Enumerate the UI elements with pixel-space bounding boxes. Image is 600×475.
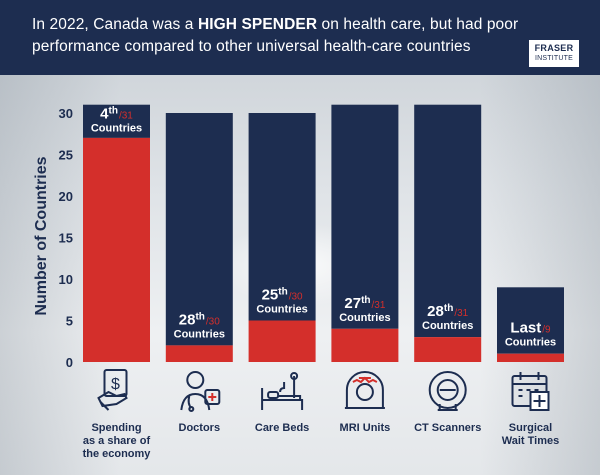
bar-canada bbox=[248, 320, 316, 362]
y-axis-label: Number of Countries bbox=[33, 156, 50, 315]
bar-total bbox=[331, 104, 399, 329]
headline-bold: HIGH SPENDER bbox=[197, 16, 318, 33]
rank-word: Countries bbox=[339, 312, 390, 324]
rank-word: Countries bbox=[505, 337, 556, 349]
bar-total bbox=[83, 104, 150, 138]
calendar-clock-icon bbox=[511, 372, 550, 411]
svg-text:$: $ bbox=[111, 376, 120, 393]
bar-total bbox=[248, 113, 316, 321]
logo-line2: INSTITUTE bbox=[535, 55, 573, 62]
y-tick-label: 15 bbox=[59, 231, 73, 246]
y-tick-label: 30 bbox=[59, 106, 73, 121]
rank-label: Last/9 bbox=[510, 320, 551, 337]
bar-total bbox=[497, 287, 564, 354]
rank-label: 28th/30 bbox=[179, 311, 220, 328]
ct-scanner-icon bbox=[428, 371, 467, 411]
y-tick-label: 20 bbox=[59, 189, 73, 204]
rank-label: 25th/30 bbox=[262, 287, 303, 304]
category-label: Care Beds bbox=[255, 422, 309, 434]
headline-part2: on health care, but had poor performance… bbox=[32, 16, 519, 55]
bar-canada bbox=[414, 337, 482, 362]
header-banner: In 2022, Canada was a HIGH SPENDER on he… bbox=[0, 0, 600, 75]
rank-word: Countries bbox=[422, 320, 473, 332]
y-tick-label: 0 bbox=[66, 355, 73, 370]
money-hand-icon: $ bbox=[97, 369, 128, 411]
doctor-icon bbox=[180, 371, 221, 412]
category-label: as a share of bbox=[83, 435, 151, 447]
rank-word: Countries bbox=[174, 328, 225, 340]
rank-label: 4th/31 bbox=[100, 106, 133, 123]
category-label: Doctors bbox=[179, 422, 221, 434]
y-tick-label: 10 bbox=[59, 272, 73, 287]
y-tick-label: 25 bbox=[59, 148, 73, 163]
category-label: Surgical bbox=[509, 422, 552, 434]
rank-label: 27th/31 bbox=[344, 295, 385, 312]
bar-total bbox=[414, 104, 482, 338]
mri-unit-icon bbox=[344, 371, 385, 409]
bar-canada bbox=[83, 137, 150, 362]
headline: In 2022, Canada was a HIGH SPENDER on he… bbox=[32, 14, 527, 58]
bar-total bbox=[165, 113, 233, 346]
fraser-institute-logo: FRASER INSTITUTE bbox=[529, 40, 579, 67]
bar-canada bbox=[165, 345, 233, 362]
rank-label: 28th/31 bbox=[427, 303, 468, 320]
bar-canada bbox=[331, 328, 399, 362]
category-label: the economy bbox=[83, 448, 152, 460]
logo-line1: FRASER bbox=[534, 43, 574, 53]
y-tick-label: 5 bbox=[66, 314, 73, 329]
care-bed-icon bbox=[261, 372, 304, 410]
category-label: Wait Times bbox=[502, 435, 559, 447]
category-label: CT Scanners bbox=[414, 422, 481, 434]
rank-word: Countries bbox=[256, 304, 307, 316]
rank-word: Countries bbox=[91, 123, 142, 135]
bar-canada bbox=[497, 353, 564, 362]
category-label: MRI Units bbox=[340, 422, 391, 434]
headline-part1: In 2022, Canada was a bbox=[32, 16, 198, 33]
category-label: Spending bbox=[91, 422, 141, 434]
